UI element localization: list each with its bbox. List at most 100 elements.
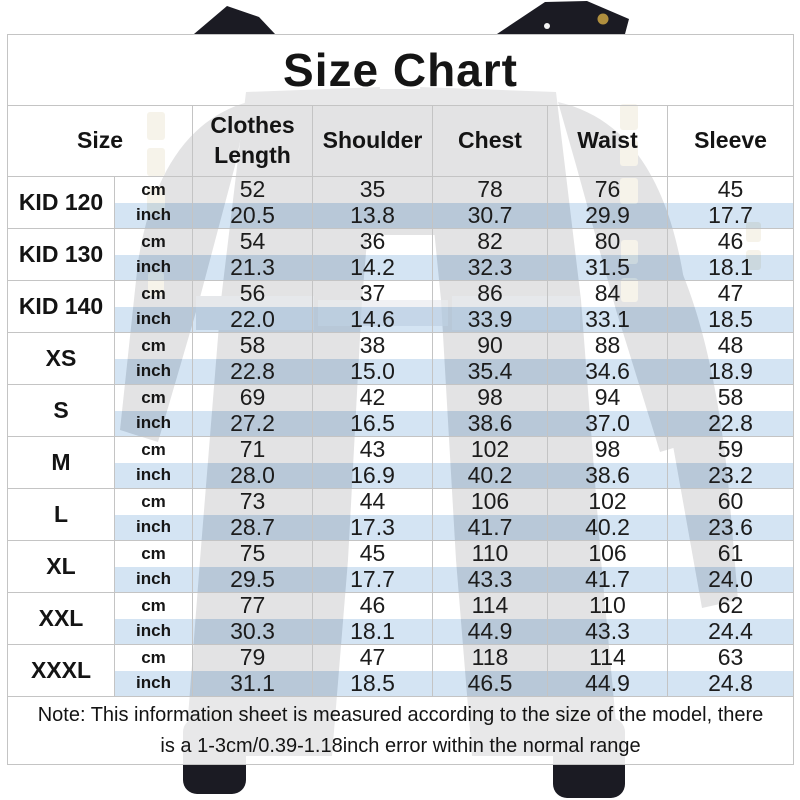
size-label: XXL bbox=[7, 592, 115, 645]
size-chart-table: Size Chart Size Clothes Length Shoulder … bbox=[7, 34, 795, 765]
unit-label-inch: inch bbox=[114, 670, 193, 697]
size-label: M bbox=[7, 436, 115, 489]
value-cell: 40.2 bbox=[432, 462, 548, 489]
value-cell: 24.8 bbox=[666, 670, 794, 697]
value-cell: 41.7 bbox=[432, 514, 548, 541]
unit-label-inch: inch bbox=[114, 254, 193, 281]
size-label: XL bbox=[7, 540, 115, 593]
value-cell: 14.6 bbox=[312, 306, 433, 333]
column-header-shoulder: Shoulder bbox=[312, 105, 433, 177]
value-cell: 45 bbox=[312, 540, 433, 567]
value-cell: 38.6 bbox=[432, 410, 548, 437]
unit-label-inch: inch bbox=[114, 566, 193, 593]
value-cell: 14.2 bbox=[312, 254, 433, 281]
value-cell: 82 bbox=[432, 228, 548, 255]
value-cell: 17.7 bbox=[312, 566, 433, 593]
note-text: Note: This information sheet is measured… bbox=[7, 696, 794, 765]
value-cell: 35.4 bbox=[432, 358, 548, 385]
value-cell: 46.5 bbox=[432, 670, 548, 697]
size-group: XL cm 75 45 110 106 61 inch 29.5 17.7 43.3 41.7 24.0 bbox=[7, 540, 794, 593]
unit-label-inch: inch bbox=[114, 618, 193, 645]
collar-snap-white bbox=[544, 23, 550, 29]
value-cell: 62 bbox=[666, 592, 794, 619]
size-row-cm: KID 120 cm 52 35 78 76 45 bbox=[7, 176, 794, 229]
value-cell: 59 bbox=[666, 436, 794, 463]
value-cell: 29.9 bbox=[547, 202, 668, 229]
value-cell: 29.5 bbox=[192, 566, 313, 593]
size-label: KID 120 bbox=[7, 176, 115, 229]
value-cell: 94 bbox=[547, 384, 668, 411]
value-cell: 75 bbox=[192, 540, 313, 567]
value-cell: 88 bbox=[547, 332, 668, 359]
value-cell: 37.0 bbox=[547, 410, 668, 437]
value-cell: 60 bbox=[666, 488, 794, 515]
size-row-inch: inch 28.0 16.9 40.2 38.6 23.2 bbox=[8, 462, 794, 489]
value-cell: 24.0 bbox=[666, 566, 794, 593]
value-cell: 54 bbox=[192, 228, 313, 255]
size-label: KID 140 bbox=[7, 280, 115, 333]
size-row-cm: KID 140 cm 56 37 86 84 47 bbox=[7, 280, 794, 333]
value-cell: 35 bbox=[312, 176, 433, 203]
column-header-clothes-length: Clothes Length bbox=[192, 105, 313, 177]
value-cell: 41.7 bbox=[547, 566, 668, 593]
unit-label-inch: inch bbox=[114, 410, 193, 437]
value-cell: 73 bbox=[192, 488, 313, 515]
value-cell: 110 bbox=[547, 592, 668, 619]
value-cell: 23.6 bbox=[666, 514, 794, 541]
value-cell: 43.3 bbox=[547, 618, 668, 645]
value-cell: 69 bbox=[192, 384, 313, 411]
value-cell: 22.8 bbox=[666, 410, 794, 437]
value-cell: 46 bbox=[312, 592, 433, 619]
value-cell: 36 bbox=[312, 228, 433, 255]
value-cell: 18.1 bbox=[312, 618, 433, 645]
value-cell: 33.1 bbox=[547, 306, 668, 333]
column-header-sleeve: Sleeve bbox=[666, 105, 794, 177]
unit-label-inch: inch bbox=[114, 514, 193, 541]
value-cell: 43.3 bbox=[432, 566, 548, 593]
value-cell: 34.6 bbox=[547, 358, 668, 385]
value-cell: 42 bbox=[312, 384, 433, 411]
value-cell: 84 bbox=[547, 280, 668, 307]
size-label: XXXL bbox=[7, 644, 115, 697]
value-cell: 17.7 bbox=[666, 202, 794, 229]
value-cell: 47 bbox=[312, 644, 433, 671]
value-cell: 98 bbox=[432, 384, 548, 411]
value-cell: 110 bbox=[432, 540, 548, 567]
value-cell: 17.3 bbox=[312, 514, 433, 541]
value-cell: 114 bbox=[547, 644, 668, 671]
value-cell: 31.5 bbox=[547, 254, 668, 281]
value-cell: 37 bbox=[312, 280, 433, 307]
value-cell: 44.9 bbox=[547, 670, 668, 697]
jacket-collar-left bbox=[194, 6, 275, 34]
value-cell: 43 bbox=[312, 436, 433, 463]
value-cell: 78 bbox=[432, 176, 548, 203]
value-cell: 118 bbox=[432, 644, 548, 671]
size-row-inch: inch 27.2 16.5 38.6 37.0 22.8 bbox=[8, 410, 794, 437]
value-cell: 15.0 bbox=[312, 358, 433, 385]
size-group: XS cm 58 38 90 88 48 inch 22.8 15.0 35.4 34.6 18.9 bbox=[7, 332, 794, 385]
column-header-waist: Waist bbox=[547, 105, 668, 177]
value-cell: 76 bbox=[547, 176, 668, 203]
size-row-cm: XXXL cm 79 47 118 114 63 bbox=[7, 644, 794, 697]
value-cell: 20.5 bbox=[192, 202, 313, 229]
value-cell: 18.5 bbox=[312, 670, 433, 697]
unit-label-inch: inch bbox=[114, 202, 193, 229]
size-row-inch: inch 22.8 15.0 35.4 34.6 18.9 bbox=[8, 358, 794, 385]
value-cell: 58 bbox=[192, 332, 313, 359]
value-cell: 80 bbox=[547, 228, 668, 255]
value-cell: 86 bbox=[432, 280, 548, 307]
unit-label-cm: cm bbox=[114, 384, 193, 411]
value-cell: 106 bbox=[547, 540, 668, 567]
value-cell: 52 bbox=[192, 176, 313, 203]
value-cell: 33.9 bbox=[432, 306, 548, 333]
size-label: KID 130 bbox=[7, 228, 115, 281]
jacket-collar-right bbox=[497, 1, 629, 34]
value-cell: 16.5 bbox=[312, 410, 433, 437]
size-group: XXL cm 77 46 114 110 62 inch 30.3 18.1 44.9 43.3 24.… bbox=[7, 592, 794, 645]
value-cell: 114 bbox=[432, 592, 548, 619]
size-row-inch: inch 31.1 18.5 46.5 44.9 24.8 bbox=[8, 670, 794, 697]
